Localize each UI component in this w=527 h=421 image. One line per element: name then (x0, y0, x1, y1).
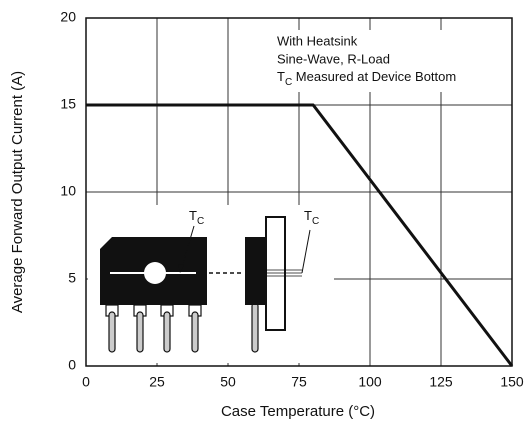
x-tick-label: 150 (500, 374, 524, 390)
annotation-part: T (304, 208, 312, 223)
x-tick-label: 0 (82, 374, 90, 390)
y-tick-label: 20 (60, 9, 76, 25)
pin (191, 311, 199, 353)
data-line (86, 103, 514, 367)
y-tick-label: 10 (60, 183, 76, 199)
pin (108, 311, 116, 353)
x-axis-label: Case Temperature (°C) (221, 403, 375, 420)
y-tick-label: 0 (68, 357, 76, 373)
package-diagram (100, 216, 311, 353)
x-tick-label: 25 (149, 374, 165, 390)
annotation: Sine-Wave, R-Load (277, 51, 390, 66)
x-tick-label: 75 (291, 374, 307, 390)
plot-frame (85, 17, 513, 367)
annotation-part: T (277, 69, 285, 84)
annotation-part: Measured at Device Bottom (292, 69, 456, 84)
annotation: TC Measured at Device Bottom (277, 69, 456, 87)
heatsink (265, 216, 286, 331)
annotation-sub: C (285, 77, 292, 88)
annotation-sub: C (312, 216, 319, 227)
annotation-background (268, 30, 508, 92)
y-tick-label: 5 (68, 270, 76, 286)
x-tick-label: 125 (429, 374, 453, 390)
pin (136, 311, 144, 353)
annotation: TC (189, 208, 204, 226)
y-axis-label: Average Forward Output Current (A) (9, 71, 26, 313)
tc-leader (301, 229, 311, 274)
side-body (245, 237, 266, 305)
tc-arrow (180, 225, 195, 271)
x-tick-label: 50 (220, 374, 236, 390)
x-tick-label: 100 (358, 374, 382, 390)
tc-arrowhead (178, 264, 184, 273)
side-pin (251, 302, 259, 353)
y-tick-label: 15 (60, 96, 76, 112)
annotation-sub: C (197, 216, 204, 227)
package-hole (144, 262, 166, 284)
pin (163, 311, 171, 353)
annotation: With Heatsink (277, 33, 358, 48)
annotation: TC (304, 208, 319, 226)
annotation-part: T (189, 208, 197, 223)
